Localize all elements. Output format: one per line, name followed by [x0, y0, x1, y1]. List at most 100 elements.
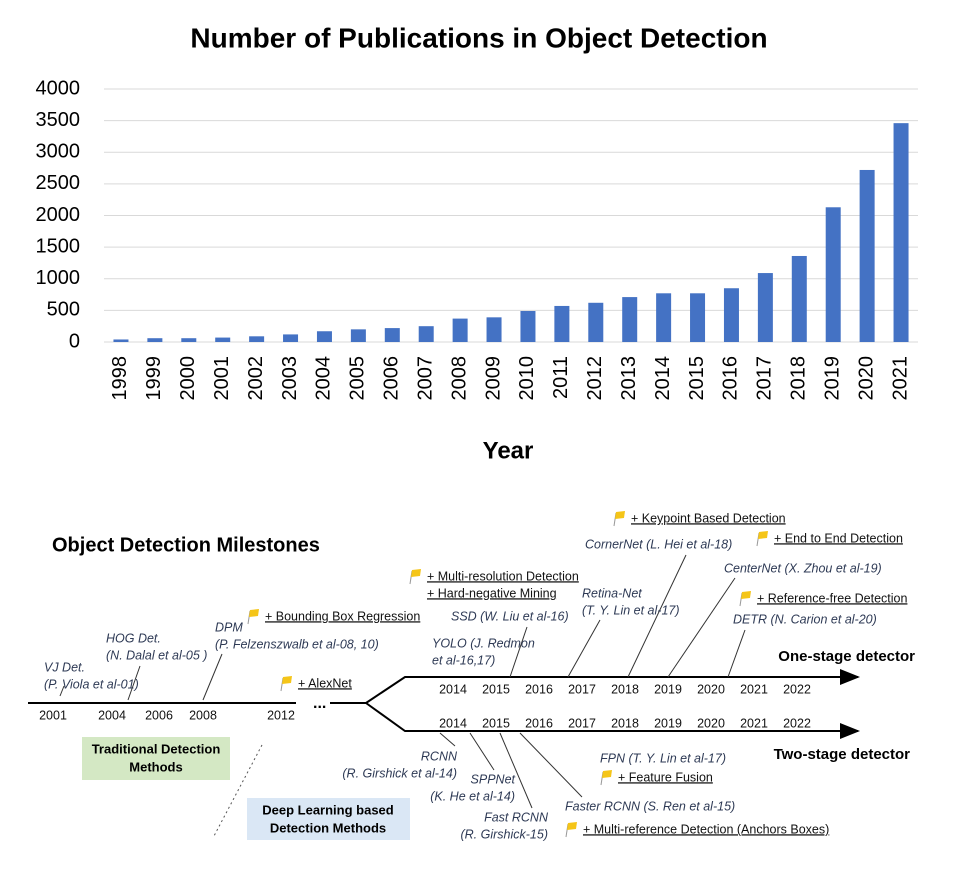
chart-title: Number of Publications in Object Detecti… [190, 22, 767, 53]
year-label: 2020 [697, 716, 725, 730]
x-tick-label: 2001 [211, 356, 233, 401]
y-tick-label: 0 [69, 330, 80, 352]
bar [757, 273, 773, 342]
y-tick-label: 4000 [36, 77, 81, 99]
year-label: 2018 [611, 682, 639, 696]
year-label: 2012 [267, 708, 295, 722]
year-label: 2006 [145, 708, 173, 722]
one-stage-arrow [365, 669, 860, 704]
bar [791, 255, 807, 342]
diagram-title: Object Detection Milestones [52, 534, 320, 556]
bar [113, 339, 129, 342]
traditional-box [82, 737, 230, 780]
flag [567, 822, 577, 830]
bar [181, 338, 197, 342]
feature-label: + Reference-free Detection [757, 591, 907, 605]
flag [249, 609, 259, 617]
x-tick-label: 2012 [584, 356, 606, 401]
y-tick-label: 3500 [36, 109, 81, 131]
year-label: 2021 [740, 682, 768, 696]
x-tick-label: 2002 [245, 356, 267, 401]
bar [622, 297, 638, 342]
x-tick-label: 2010 [516, 356, 538, 401]
detector-label: Faster RCNN (S. Ren et al-15) [565, 799, 735, 813]
box-label: Methods [129, 759, 182, 774]
feature-label: + Keypoint Based Detection [631, 511, 786, 525]
bar [249, 336, 265, 342]
flag [282, 676, 292, 684]
bar [283, 334, 299, 342]
y-tick-label: 2000 [36, 204, 81, 226]
x-tick-label: 2019 [821, 356, 843, 401]
detector-label: (R. Girshick-15) [460, 827, 548, 841]
y-tick-label: 3000 [36, 141, 81, 163]
box-label: Detection Methods [270, 820, 386, 835]
x-tick-label: 2020 [855, 356, 877, 401]
bar [418, 326, 434, 342]
year-label: 2021 [740, 716, 768, 730]
flag [615, 511, 625, 519]
year-label: 2015 [482, 682, 510, 696]
feature-label: + Bounding Box Regression [265, 609, 420, 623]
x-tick-label: 2015 [686, 356, 708, 401]
divider [213, 744, 263, 837]
bar [825, 207, 841, 342]
one-stage-label: One-stage detector [778, 648, 915, 665]
bar [486, 317, 502, 342]
feature-label: + Hard-negative Mining [427, 586, 557, 600]
detector-label: FPN (T. Y. Lin et al-17) [600, 751, 726, 765]
x-tick-label: 2016 [720, 356, 742, 401]
detector-label: (P. Viola et al-01) [44, 677, 139, 691]
year-label: 2016 [525, 682, 553, 696]
year-label: 2022 [783, 682, 811, 696]
feature-label: + Multi-reference Detection (Anchors Box… [583, 822, 829, 836]
year-label: 2017 [568, 682, 596, 696]
year-label: 2022 [783, 716, 811, 730]
year-label: 2016 [525, 716, 553, 730]
year-label: 2014 [439, 716, 467, 730]
year-label: 2001 [39, 708, 67, 722]
x-tick-label: 2013 [618, 356, 640, 401]
detector-label: CenterNet (X. Zhou et al-19) [724, 561, 882, 575]
detector-label: et al-16,17) [432, 653, 495, 667]
two-stage-arrow [365, 702, 860, 739]
bar [215, 337, 231, 342]
year-label: 2019 [654, 682, 682, 696]
bar [452, 318, 468, 342]
y-tick-label: 1500 [36, 235, 81, 257]
year-label: 2020 [697, 682, 725, 696]
x-tick-label: 2005 [347, 356, 369, 401]
detector-label: Fast RCNN [484, 810, 549, 824]
y-tick-label: 1000 [36, 267, 81, 289]
bar [554, 305, 570, 342]
box-label: Deep Learning based [262, 802, 394, 817]
year-label: 2014 [439, 682, 467, 696]
ellipsis: ... [313, 695, 326, 712]
x-tick-label: 2014 [652, 356, 674, 401]
detector-label: Retina-Net [582, 586, 642, 600]
x-tick-label: 2009 [482, 356, 504, 401]
feature-label: + Multi-resolution Detection [427, 569, 579, 583]
year-label: 2004 [98, 708, 126, 722]
detector-label: (N. Dalal et al-05 ) [106, 648, 207, 662]
bar [859, 169, 875, 342]
y-tick-label: 2500 [36, 172, 81, 194]
year-label: 2008 [189, 708, 217, 722]
detector-label: (K. He et al-14) [430, 789, 515, 803]
year-label: 2015 [482, 716, 510, 730]
detector-label: SSD (W. Liu et al-16) [451, 609, 569, 623]
bar [520, 311, 536, 342]
y-tick-label: 500 [47, 299, 80, 321]
detector-label: (R. Girshick et al-14) [342, 766, 457, 780]
detector-label: DETR (N. Carion et al-20) [733, 612, 877, 626]
bar [893, 123, 909, 342]
x-tick-label: 2004 [313, 356, 335, 401]
x-tick-label: 2021 [889, 356, 911, 401]
feature-label: + Feature Fusion [618, 770, 713, 784]
bar [316, 331, 332, 342]
bar [656, 293, 672, 342]
box-label: Traditional Detection [92, 741, 221, 756]
x-tick-label: 2003 [279, 356, 301, 401]
detector-label: CornerNet (L. Hei et al-18) [585, 537, 732, 551]
